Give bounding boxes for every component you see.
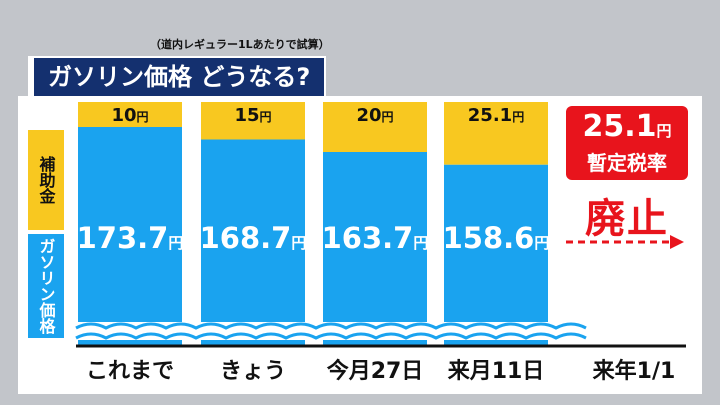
bar-price-stub — [78, 340, 182, 345]
page-title: ガソリン価格 どうなる? — [28, 56, 327, 98]
dashed-arrow-icon — [566, 235, 684, 249]
price-value-label: 158.6円 — [443, 221, 550, 255]
calculation-note: （道内レギュラー1Lあたりで試算） — [150, 38, 330, 51]
x-tick-label: きょう — [220, 359, 286, 384]
bar-price-stub — [323, 340, 427, 345]
axis-break-wave-top — [75, 322, 587, 330]
tax-amount: 25.1円 — [566, 108, 688, 150]
x-tick-label: 来年1/1 — [592, 358, 676, 384]
tax-info-box: 25.1円 暫定税率 — [566, 106, 688, 180]
tax-amount-value: 25.1 — [582, 109, 657, 144]
bar-subsidy — [201, 102, 305, 140]
x-tick-label: 今月27日 — [327, 358, 424, 384]
bar-subsidy — [78, 102, 182, 127]
bar-price — [444, 164, 548, 338]
bar-price — [78, 127, 182, 338]
tax-title: 暫定税率 — [587, 151, 667, 175]
bar-price-stub — [444, 340, 548, 345]
bar-subsidy — [323, 102, 427, 152]
x-tick-label: これまで — [86, 359, 174, 384]
legend-price-swatch — [28, 234, 64, 338]
axis-break-wave-bottom — [75, 332, 587, 340]
bar-subsidy — [444, 102, 548, 165]
subsidy-value-label: 20円 — [356, 105, 393, 126]
price-value-label: 163.7円 — [322, 221, 429, 255]
legend-subsidy-label: 補助金 — [37, 155, 57, 204]
price-value-label: 168.7円 — [200, 221, 307, 255]
legend-subsidy-swatch — [28, 130, 64, 230]
bar-price-stub — [201, 340, 305, 345]
price-value-label: 173.7円 — [77, 221, 184, 255]
bar-price — [201, 139, 305, 338]
x-tick-label: 来月11日 — [447, 359, 545, 384]
abolish-label: 廃止 — [585, 196, 669, 242]
subsidy-value-label: 15円 — [234, 105, 271, 126]
subsidy-value-label: 25.1円 — [468, 105, 524, 126]
tax-amount-unit: 円 — [656, 122, 672, 140]
legend-price-label: ガソリン価格 — [37, 238, 57, 335]
bar-price — [323, 152, 427, 338]
subsidy-value-label: 10円 — [111, 105, 148, 126]
